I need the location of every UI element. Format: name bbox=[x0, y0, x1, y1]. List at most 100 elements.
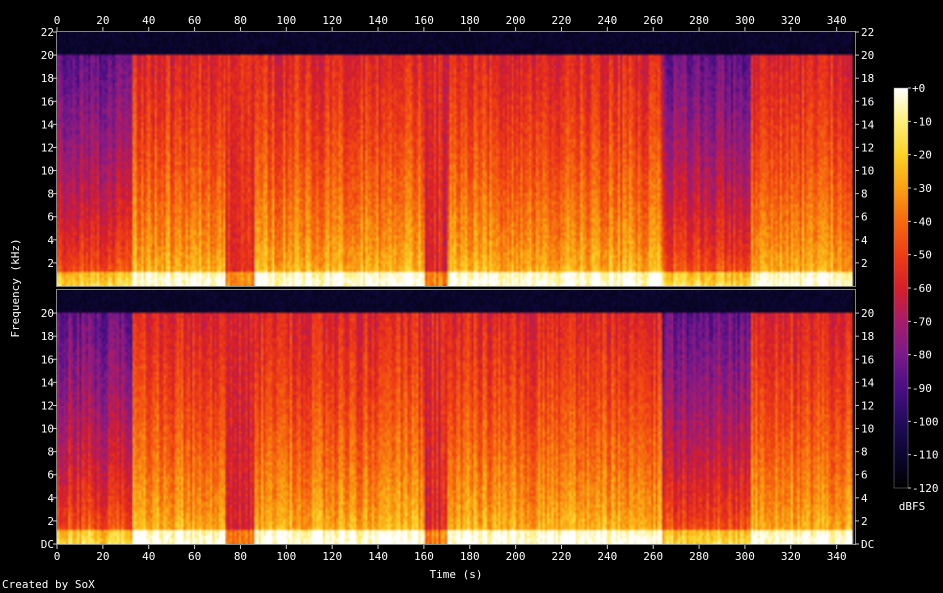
y-tick-label-right: 18 bbox=[861, 330, 874, 343]
y-tick-label-right: DC bbox=[861, 538, 874, 551]
x-tick-label-bottom: 340 bbox=[827, 550, 847, 563]
colorbar-tick-label: -50 bbox=[912, 249, 932, 262]
y-tick-label-left: 8 bbox=[47, 446, 54, 459]
x-tick-label-bottom: 140 bbox=[368, 550, 388, 563]
x-tick-label-bottom: 40 bbox=[142, 550, 155, 563]
y-tick-label-left: 2 bbox=[47, 515, 54, 528]
x-tick-label-top: 160 bbox=[414, 14, 434, 27]
y-tick-label-left: 20 bbox=[41, 307, 54, 320]
y-tick-label-left: 8 bbox=[47, 188, 54, 201]
y-tick-label-right: 22 bbox=[861, 26, 874, 39]
y-tick-label-right: 8 bbox=[861, 446, 868, 459]
y-tick-label-left: 10 bbox=[41, 423, 54, 436]
x-tick-label-bottom: 220 bbox=[552, 550, 572, 563]
x-tick-label-top: 340 bbox=[827, 14, 847, 27]
panel-frame-1 bbox=[56, 31, 856, 287]
x-tick-label-top: 240 bbox=[597, 14, 617, 27]
x-tick-label-top: 120 bbox=[322, 14, 342, 27]
y-tick-label-left: 6 bbox=[47, 469, 54, 482]
y-tick-label-right: 2 bbox=[861, 515, 868, 528]
x-tick-label-bottom: 180 bbox=[460, 550, 480, 563]
colorbar-tick-label: -120 bbox=[912, 482, 939, 495]
y-tick-label-right: 20 bbox=[861, 49, 874, 62]
colorbar-tick-label: -110 bbox=[912, 449, 939, 462]
y-axis-label: Frequency (kHz) bbox=[9, 238, 22, 337]
x-tick-label-bottom: 320 bbox=[781, 550, 801, 563]
colorbar-tick-label: +0 bbox=[912, 82, 925, 95]
x-tick-label-top: 300 bbox=[735, 14, 755, 27]
x-tick-label-top: 100 bbox=[276, 14, 296, 27]
colorbar-tick-label: -20 bbox=[912, 149, 932, 162]
x-tick-label-top: 200 bbox=[506, 14, 526, 27]
x-tick-label-top: 140 bbox=[368, 14, 388, 27]
y-tick-label-left: 10 bbox=[41, 165, 54, 178]
x-tick-label-top: 280 bbox=[689, 14, 709, 27]
y-tick-label-left: 14 bbox=[41, 118, 55, 131]
y-tick-label-right: 16 bbox=[861, 95, 874, 108]
y-tick-label-right: 4 bbox=[861, 234, 868, 247]
y-tick-label-left: DC bbox=[41, 538, 54, 551]
x-tick-label-bottom: 80 bbox=[234, 550, 247, 563]
y-tick-label-left: 4 bbox=[47, 234, 54, 247]
colorbar-tick-label: -70 bbox=[912, 315, 932, 328]
panel-frame-2 bbox=[56, 289, 856, 545]
y-tick-label-left: 18 bbox=[41, 330, 54, 343]
y-tick-label-left: 12 bbox=[41, 399, 54, 412]
x-tick-label-bottom: 0 bbox=[54, 550, 61, 563]
x-tick-label-bottom: 100 bbox=[276, 550, 296, 563]
y-tick-label-right: 14 bbox=[861, 118, 875, 131]
spectrogram-panels bbox=[57, 32, 855, 544]
x-tick-label-top: 80 bbox=[234, 14, 247, 27]
y-tick-label-right: 20 bbox=[861, 307, 874, 320]
y-tick-label-left: 2 bbox=[47, 257, 54, 270]
spectrogram-channel-2 bbox=[57, 290, 855, 544]
colorbar-tick-label: -60 bbox=[912, 282, 932, 295]
y-tick-label-right: 12 bbox=[861, 399, 874, 412]
y-tick-label-left: 16 bbox=[41, 95, 54, 108]
y-tick-label-right: 2 bbox=[861, 257, 868, 270]
y-tick-label-left: 12 bbox=[41, 141, 54, 154]
y-tick-label-left: 18 bbox=[41, 72, 54, 85]
x-tick-label-bottom: 60 bbox=[188, 550, 201, 563]
y-tick-label-left: 4 bbox=[47, 492, 54, 505]
colorbar-label: dBFS bbox=[899, 500, 926, 513]
y-tick-label-right: 10 bbox=[861, 423, 874, 436]
y-tick-label-right: 4 bbox=[861, 492, 868, 505]
x-tick-label-top: 0 bbox=[54, 14, 61, 27]
x-tick-label-bottom: 260 bbox=[643, 550, 663, 563]
x-tick-label-top: 260 bbox=[643, 14, 663, 27]
x-tick-label-top: 40 bbox=[142, 14, 155, 27]
y-tick-label-right: 6 bbox=[861, 469, 868, 482]
y-tick-label-left: 20 bbox=[41, 49, 54, 62]
colorbar-tick-label: -100 bbox=[912, 415, 939, 428]
x-tick-label-top: 220 bbox=[552, 14, 572, 27]
x-tick-label-bottom: 240 bbox=[597, 550, 617, 563]
colorbar-tick-label: -40 bbox=[912, 215, 932, 228]
spectrogram-channel-1 bbox=[57, 32, 855, 286]
y-tick-label-left: 14 bbox=[41, 376, 55, 389]
colorbar: +0 -10 -20 -30 -40 -50 -60 -70 -80 -90 -100 -110 -12… bbox=[893, 82, 939, 495]
y-tick-label-right: 6 bbox=[861, 211, 868, 224]
x-axis-label: Time (s) bbox=[430, 568, 483, 581]
x-tick-label-top: 320 bbox=[781, 14, 801, 27]
colorbar-tick-label: -80 bbox=[912, 349, 932, 362]
x-tick-label-bottom: 200 bbox=[506, 550, 526, 563]
x-tick-label-bottom: 20 bbox=[96, 550, 109, 563]
x-tick-label-top: 180 bbox=[460, 14, 480, 27]
y-tick-label-right: 14 bbox=[861, 376, 875, 389]
y-tick-label-right: 12 bbox=[861, 141, 874, 154]
y-tick-label-left: 22 bbox=[41, 26, 54, 39]
y-tick-label-left: 6 bbox=[47, 211, 54, 224]
colorbar-gradient bbox=[893, 87, 909, 489]
colorbar-tick-label: -90 bbox=[912, 382, 932, 395]
x-tick-label-top: 60 bbox=[188, 14, 201, 27]
y-tick-label-right: 16 bbox=[861, 353, 874, 366]
x-tick-label-bottom: 300 bbox=[735, 550, 755, 563]
y-tick-label-right: 18 bbox=[861, 72, 874, 85]
colorbar-tick-label: -10 bbox=[912, 115, 932, 128]
y-tick-label-right: 10 bbox=[861, 165, 874, 178]
credit-text: Created by SoX bbox=[2, 578, 95, 591]
x-tick-label-bottom: 280 bbox=[689, 550, 709, 563]
y-tick-label-left: 16 bbox=[41, 353, 54, 366]
